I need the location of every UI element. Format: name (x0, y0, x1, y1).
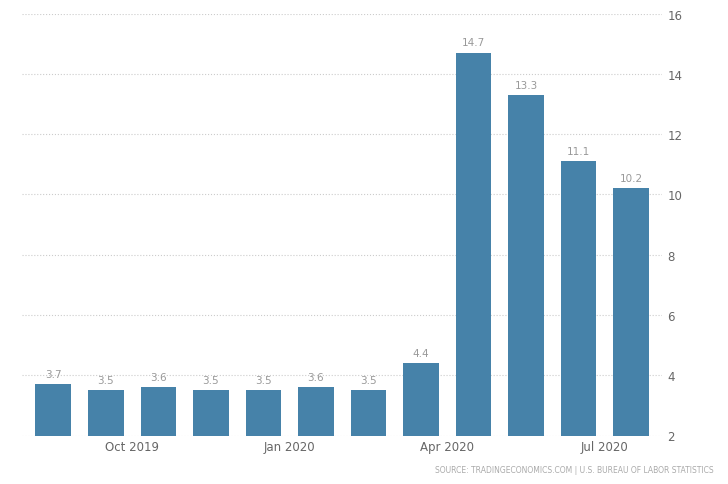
Bar (456, 54, 491, 436)
Bar (298, 388, 333, 436)
Text: 4.4: 4.4 (413, 348, 430, 358)
Bar (508, 96, 544, 436)
Text: 3.5: 3.5 (202, 375, 219, 385)
Text: 14.7: 14.7 (462, 38, 485, 48)
Bar (613, 189, 649, 436)
Bar (403, 363, 439, 436)
Text: 10.2: 10.2 (620, 174, 643, 183)
Bar (351, 391, 387, 436)
Bar (88, 391, 124, 436)
Bar (245, 391, 281, 436)
Bar (193, 391, 229, 436)
Bar (36, 384, 71, 436)
Text: 13.3: 13.3 (514, 80, 537, 91)
Text: 3.5: 3.5 (255, 375, 272, 385)
Text: 11.1: 11.1 (567, 147, 590, 156)
Text: 3.7: 3.7 (45, 369, 62, 379)
Text: SOURCE: TRADINGECONOMICS.COM | U.S. BUREAU OF LABOR STATISTICS: SOURCE: TRADINGECONOMICS.COM | U.S. BURE… (435, 465, 713, 474)
Text: 3.6: 3.6 (150, 372, 167, 382)
Bar (141, 388, 176, 436)
Bar (561, 162, 596, 436)
Text: 3.5: 3.5 (98, 375, 114, 385)
Text: 3.5: 3.5 (360, 375, 376, 385)
Text: 3.6: 3.6 (308, 372, 324, 382)
